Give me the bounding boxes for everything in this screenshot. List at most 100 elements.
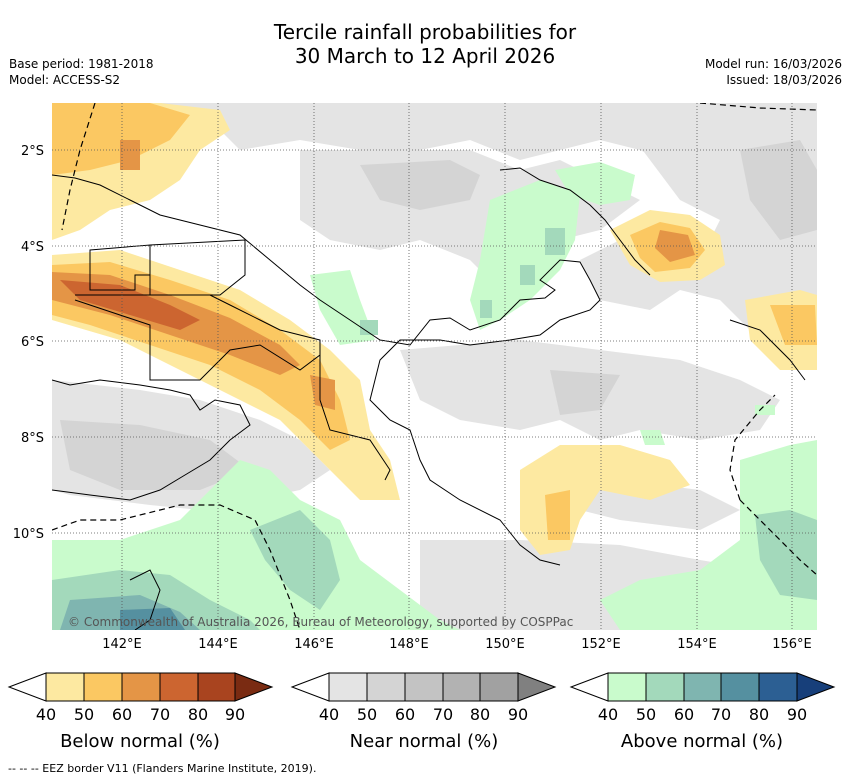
colorbar-tick: 80 — [188, 705, 208, 724]
below-normal-region — [545, 490, 570, 540]
above-normal-region — [755, 510, 817, 600]
colorbar-tick: 40 — [598, 705, 618, 724]
near-normal-region — [550, 370, 620, 415]
eez-footnote: -- -- -- EEZ border V11 (Flanders Marine… — [8, 762, 317, 775]
latitude-labels: 2°S 4°S 6°S 8°S 10°S — [13, 144, 44, 542]
colorbar-cell — [683, 672, 722, 702]
lon-label: 152°E — [581, 637, 621, 652]
colorbar-cell — [328, 672, 368, 702]
base-period: Base period: 1981-2018 — [9, 57, 154, 71]
lon-label: 144°E — [198, 637, 238, 652]
longitude-labels: 142°E 144°E 146°E 148°E 150°E 152°E 154°… — [102, 637, 812, 652]
lon-label: 154°E — [677, 637, 717, 652]
map-title-line2: 30 March to 12 April 2026 — [294, 44, 556, 68]
below-normal-region — [60, 280, 200, 330]
near-normal-title: Near normal (%) — [349, 731, 499, 752]
lat-label: 2°S — [21, 144, 44, 159]
colorbar-cell — [720, 672, 760, 702]
colorbar-cell — [45, 672, 85, 702]
colorbar-cell — [234, 672, 274, 702]
colorbar-tick: 50 — [636, 705, 656, 724]
lon-label: 142°E — [102, 637, 142, 652]
lat-label: 4°S — [21, 240, 44, 255]
coastlines — [52, 167, 806, 630]
lon-label: 156°E — [772, 637, 812, 652]
coastline — [499, 167, 651, 276]
above-normal-region — [250, 510, 340, 610]
below-normal-region — [52, 103, 190, 175]
near-normal-region — [52, 103, 817, 210]
above-normal-region — [755, 405, 775, 415]
colorbar-tick: 70 — [150, 705, 170, 724]
province-border — [149, 239, 246, 296]
copyright-text: © Commonwealth of Australia 2026, Bureau… — [68, 615, 573, 629]
colorbar-cell — [366, 672, 406, 702]
issued-date: Issued: 18/03/2026 — [726, 73, 842, 87]
eez-borders — [52, 103, 817, 630]
above-normal-region — [360, 320, 378, 335]
colorbar-cell — [479, 672, 519, 702]
model-run: Model run: 16/03/2026 — [704, 57, 842, 71]
below-normal-region — [120, 140, 140, 170]
eez-border — [739, 499, 817, 576]
eez-border — [61, 103, 96, 231]
map-title-line1: Tercile rainfall probabilities for — [273, 20, 577, 44]
colorbar-tick: 80 — [470, 705, 490, 724]
eez-border — [52, 504, 301, 630]
colorbar-near: 40 50 60 70 80 90 — [290, 672, 557, 724]
colorbar-cell — [645, 672, 685, 702]
above-normal-region — [545, 228, 565, 255]
colorbar-tick: 40 — [36, 705, 56, 724]
eez-border — [729, 394, 776, 501]
colorbar-cell — [758, 672, 798, 702]
lon-label: 148°E — [389, 637, 429, 652]
colorbar-tick: 80 — [749, 705, 769, 724]
colorbar-cell — [569, 672, 609, 702]
colorbar-cell — [121, 672, 161, 702]
colorbar-cell — [159, 672, 199, 702]
colorbar-cell — [607, 672, 647, 702]
colorbar-cell — [404, 672, 444, 702]
above-normal-region — [600, 440, 817, 630]
above-normal-region — [520, 265, 535, 285]
colorbar-tick: 70 — [433, 705, 453, 724]
colorbar-tick: 60 — [395, 705, 415, 724]
below-normal-region — [310, 375, 335, 410]
below-normal-region — [770, 305, 817, 345]
lon-label: 150°E — [485, 637, 525, 652]
colorbar-tick: 60 — [674, 705, 694, 724]
colorbar-tick: 40 — [319, 705, 339, 724]
gridlines — [52, 103, 817, 630]
probability-shading — [52, 103, 817, 630]
model-name: Model: ACCESS-S2 — [9, 73, 121, 87]
above-normal-region — [120, 608, 185, 630]
colorbar-tick: 90 — [508, 705, 528, 724]
colorbar-cell — [7, 672, 47, 702]
above-normal-title: Above normal (%) — [620, 731, 784, 752]
coastline — [52, 174, 601, 566]
colorbar-cell — [442, 672, 481, 702]
above-normal-region — [480, 300, 492, 318]
province-border — [319, 345, 391, 481]
eez-border — [699, 103, 817, 111]
colorbar-cell — [197, 672, 236, 702]
above-normal-region — [640, 430, 665, 445]
lat-label: 6°S — [21, 335, 44, 350]
near-normal-region — [740, 140, 817, 240]
colorbar-tick: 60 — [112, 705, 132, 724]
province-borders — [74, 239, 391, 481]
colorbar-cell — [517, 672, 557, 702]
near-normal-region — [60, 420, 250, 490]
colorbar-cell — [83, 672, 123, 702]
below-normal-region — [655, 230, 695, 262]
above-normal-region — [470, 180, 580, 330]
colorbar-above: 40 50 60 70 80 90 — [569, 672, 836, 724]
colorbar-below: 40 50 60 70 80 90 — [7, 672, 274, 724]
colorbar-cell — [796, 672, 836, 702]
coastline — [729, 319, 806, 381]
coastline — [129, 569, 161, 630]
colorbar-tick: 90 — [787, 705, 807, 724]
coastline — [52, 379, 251, 501]
colorbar-tick: 70 — [711, 705, 731, 724]
